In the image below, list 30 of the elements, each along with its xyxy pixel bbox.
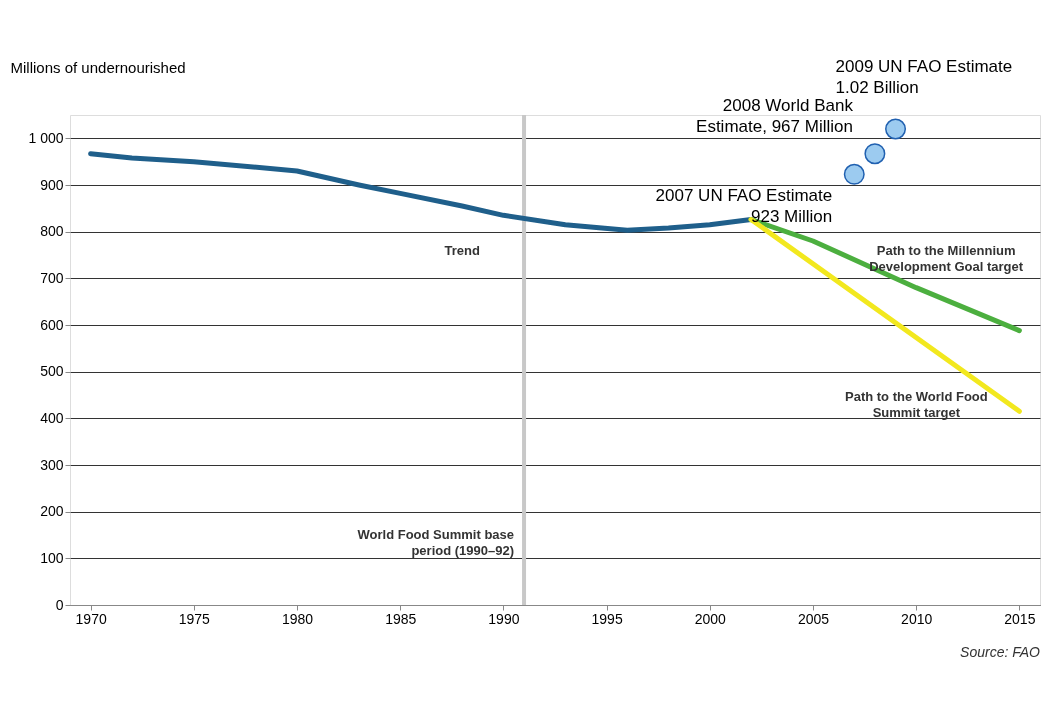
y-axis-title: Millions of undernourished [10, 58, 186, 76]
x-tick-label: 1990 [488, 610, 520, 627]
x-tick-label: 2010 [901, 610, 933, 627]
x-tick-label: 1995 [591, 610, 623, 627]
ref-line-label: World Food Summit base period (1990–92) [357, 527, 515, 558]
text: Trend [444, 243, 480, 258]
y-tick-label: 600 [40, 316, 64, 333]
x-tick-label: 1975 [178, 610, 211, 627]
y-tick-label: 400 [40, 409, 64, 426]
y-tick-label: 200 [40, 503, 64, 520]
y-tick-label: 900 [40, 176, 64, 193]
y-tick-label: 800 [40, 223, 64, 240]
y-tick-label: 0 [55, 596, 64, 613]
x-tick-label: 1970 [75, 610, 107, 627]
series-label: Path to the World Food Summit target [844, 389, 988, 421]
y-tick-label: 100 [40, 549, 64, 566]
x-tick-label: 1985 [385, 610, 417, 627]
x-tick-label: 2000 [694, 610, 727, 627]
y-tick-label: 300 [40, 456, 64, 473]
x-tick-label: 2005 [797, 610, 830, 627]
annotation: 2007 UN FAO Estimate 923 Million [655, 186, 833, 227]
y-tick-label: 1 000 [28, 129, 64, 146]
x-tick-label: 2015 [1004, 610, 1036, 627]
y-tick-label: 500 [40, 363, 64, 380]
y-tick-label: 700 [40, 269, 64, 286]
annotation: 2008 World Bank Estimate, 967 Million [696, 95, 854, 136]
source-note: Source: FAO [960, 644, 1041, 660]
series-label: Path to the Millennium Development Goal target [869, 242, 1024, 274]
x-tick-label: 1980 [281, 610, 314, 627]
annotation: 2009 UN FAO Estimate 1.02 Billion [835, 57, 1013, 97]
